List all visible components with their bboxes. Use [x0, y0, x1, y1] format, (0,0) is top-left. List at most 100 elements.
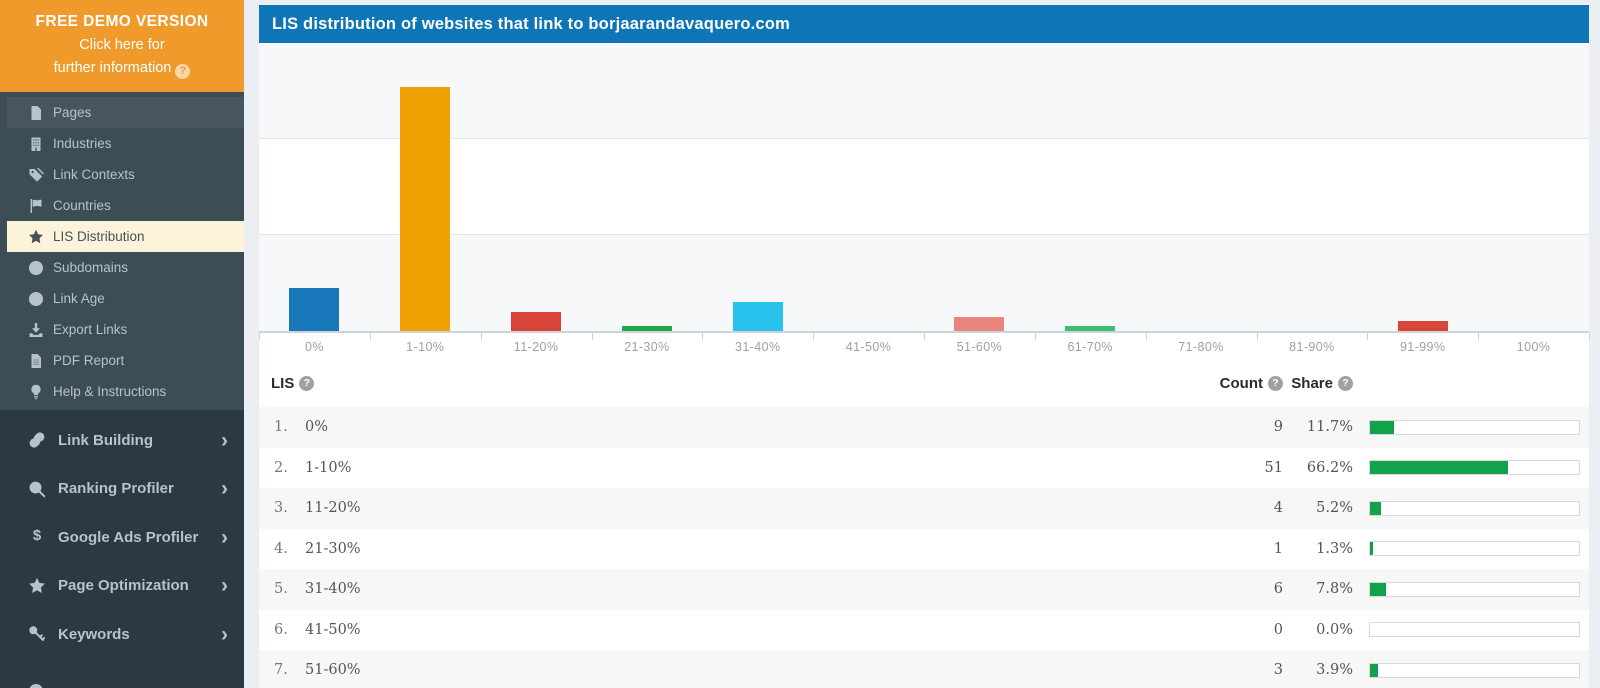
sidebar-item-subdomains[interactable]: Subdomains	[7, 252, 244, 283]
lis-table: LIS Count Share 1. 0% 9 11.7% 2. 1-10% 51 66.2%…	[259, 359, 1589, 688]
count-help-icon[interactable]	[1268, 375, 1283, 391]
share-progress-fill	[1370, 542, 1373, 556]
sidebar-item-countries[interactable]: Countries	[7, 190, 244, 221]
chevron-right-icon	[221, 430, 228, 451]
bar-51-60[interactable]	[954, 316, 1005, 331]
sidebar-item-link-building[interactable]: Link Building	[7, 416, 244, 465]
free-demo-link[interactable]: Click here for further information	[0, 34, 244, 80]
share-value: 5.2%	[1316, 500, 1353, 517]
chevron-right-icon	[221, 624, 228, 645]
share-value: 66.2%	[1306, 459, 1353, 476]
share-progress-fill	[1370, 501, 1381, 515]
chart-slot-91-99	[1367, 43, 1478, 331]
axis-tick	[1145, 333, 1147, 340]
sidebar-item-label: Ranking Profiler	[58, 480, 174, 498]
x-tick-label-21-30: 21-30%	[624, 340, 670, 354]
share-value: 7.8%	[1316, 581, 1353, 598]
tags-icon	[28, 167, 44, 183]
sidebar-item-export-links[interactable]: Export Links	[7, 314, 244, 345]
sidebar-item-ranking-profiler[interactable]: Ranking Profiler	[7, 465, 244, 514]
bar-11-20[interactable]	[511, 311, 562, 331]
sidebar-item-industries[interactable]: Industries	[7, 128, 244, 159]
col-share-label: Share	[1291, 374, 1333, 392]
sidebar-item-label: Help & Instructions	[53, 384, 167, 399]
free-demo-banner[interactable]: FREE DEMO VERSION Click here for further…	[0, 0, 244, 92]
count-value: 9	[1273, 419, 1283, 436]
circle-icon	[28, 683, 44, 688]
lis-range: 31-40%	[305, 581, 361, 598]
lis-range: 0%	[305, 419, 329, 436]
chart-bars	[259, 43, 1589, 331]
question-circle-icon[interactable]	[175, 64, 191, 80]
module-nav: Link Building Ranking Profiler $ Google Ads…	[0, 410, 244, 688]
lis-bar-chart	[259, 43, 1589, 331]
share-progress-bar	[1369, 460, 1580, 476]
axis-tick	[1367, 333, 1369, 340]
x-tick-label-51-60: 51-60%	[956, 340, 1003, 354]
bar-31-40[interactable]	[732, 302, 783, 331]
x-tick-label-11-20: 11-20%	[513, 340, 559, 354]
share-value: 1.3%	[1316, 540, 1353, 557]
axis-tick	[924, 333, 925, 340]
free-demo-title: FREE DEMO VERSION	[35, 13, 209, 30]
x-tick-label-81-90: 81-90%	[1289, 340, 1335, 354]
sidebar-item-lis-distribution[interactable]: LIS Distribution	[7, 221, 244, 252]
sidebar-item-link-contexts[interactable]: Link Contexts	[7, 159, 244, 190]
chart-x-axis: 0% 1-10% 11-20% 21-30% 31-40% 41-50% 51-60% 61-…	[259, 331, 1590, 359]
share-progress-bar	[1369, 581, 1580, 597]
share-help-icon[interactable]	[1338, 375, 1353, 391]
row-index: 6.	[274, 621, 288, 638]
sidebar-item-label: Pages	[53, 105, 92, 120]
row-index: 5.	[274, 581, 288, 598]
bar-0[interactable]	[289, 287, 340, 331]
chevron-right-icon	[221, 478, 228, 499]
sidebar-item-keywords[interactable]: Keywords	[7, 610, 244, 659]
link-icon	[28, 431, 46, 449]
share-progress-bar	[1369, 662, 1580, 678]
sidebar-item-link-age[interactable]: Link Age	[7, 283, 244, 314]
sidebar-item-pages[interactable]: Pages	[7, 97, 244, 128]
x-tick-label-0: 0%	[304, 340, 324, 354]
chart-slot-81-90	[1256, 43, 1367, 331]
lis-range: 1-10%	[305, 459, 352, 476]
page-title: LIS distribution of websites that link t…	[272, 14, 790, 33]
key-icon	[28, 625, 46, 643]
sidebar-item-google-ads-profiler[interactable]: $ Google Ads Profiler	[7, 513, 244, 562]
sidebar-item-page-optimization[interactable]: Page Optimization	[7, 562, 244, 611]
axis-tick	[1034, 333, 1036, 340]
lis-table-body: 1. 0% 9 11.7% 2. 1-10% 51 66.2% 3. 11-20% 4 5.2% 4. 2…	[259, 407, 1589, 688]
panel-header: LIS distribution of websites that link t…	[259, 5, 1589, 43]
lis-help-icon[interactable]	[299, 375, 315, 391]
bar-1-10[interactable]	[400, 87, 451, 331]
bar-61-70[interactable]	[1065, 326, 1116, 331]
axis-tick	[813, 333, 815, 340]
row-index: 1.	[274, 419, 288, 436]
sidebar-item-label: Export Links	[53, 322, 128, 337]
count-value: 3	[1273, 662, 1283, 679]
share-progress-bar	[1369, 500, 1580, 516]
file-text-icon	[28, 353, 44, 369]
x-tick-label-91-99: 91-99%	[1399, 340, 1446, 354]
share-progress-fill	[1370, 461, 1509, 475]
sidebar-item-partial[interactable]	[7, 683, 244, 688]
sidebar-item-help-instructions[interactable]: Help & Instructions	[7, 376, 244, 407]
chart-slot-41-50	[813, 43, 924, 331]
bar-91-99[interactable]	[1397, 321, 1448, 331]
sidebar-item-pdf-report[interactable]: PDF Report	[7, 345, 244, 376]
axis-tick	[591, 333, 593, 340]
table-row-1-10: 2. 1-10% 51 66.2%	[259, 448, 1589, 489]
sidebar-item-label: Subdomains	[53, 260, 129, 275]
x-tick-label-61-70: 61-70%	[1067, 340, 1113, 354]
table-row-21-30: 4. 21-30% 1 1.3%	[259, 529, 1589, 570]
bar-21-30[interactable]	[621, 326, 672, 331]
share-value: 0.0%	[1316, 621, 1353, 638]
sidebar-item-label: Countries	[53, 198, 111, 213]
download-icon	[28, 322, 44, 338]
share-value: 11.7%	[1306, 419, 1353, 436]
chart-slot-11-20	[481, 43, 592, 331]
star-icon	[28, 229, 44, 245]
table-row-41-50: 6. 41-50% 0 0.0%	[259, 610, 1589, 651]
star-icon	[28, 577, 46, 595]
lis-range: 51-60%	[305, 662, 361, 679]
share-progress-fill	[1370, 582, 1387, 596]
